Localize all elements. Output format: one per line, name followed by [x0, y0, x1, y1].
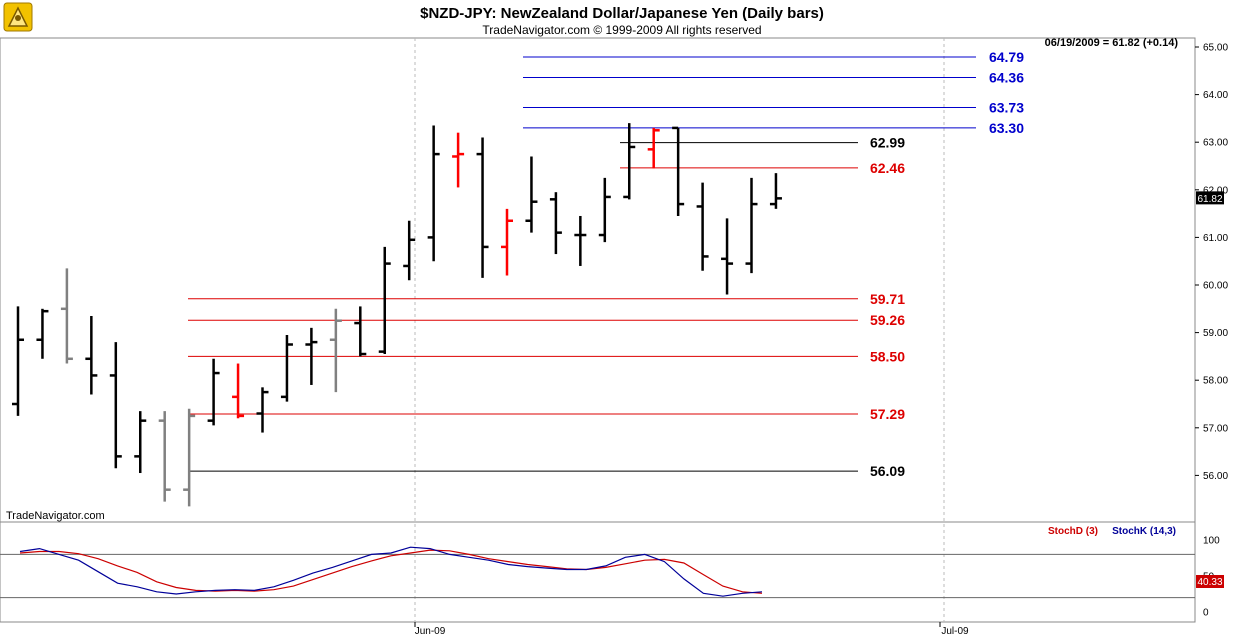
- last-price-badge: [1196, 191, 1224, 205]
- price-tick-label: 57.00: [1203, 423, 1228, 434]
- price-tick-label: 65.00: [1203, 43, 1228, 54]
- watermark: TradeNavigator.com: [6, 510, 105, 522]
- stoch-last-badge: [1196, 575, 1224, 588]
- last-price-label: 61.82: [1197, 194, 1222, 205]
- stoch-series-line: [19, 549, 763, 594]
- price-tick-label: 63.00: [1203, 138, 1228, 149]
- chart-copyright: TradeNavigator.com © 1999-2009 All right…: [482, 23, 761, 37]
- price-tick-label: 60.00: [1203, 281, 1228, 292]
- level-label: 63.73: [989, 99, 1024, 115]
- level-label: 58.50: [870, 348, 905, 364]
- stoch-tick-label: 0: [1203, 608, 1209, 619]
- level-label: 62.99: [870, 135, 905, 151]
- stoch-tick-label: 100: [1203, 536, 1220, 547]
- level-label: 57.29: [870, 406, 905, 422]
- price-tick-label: 59.00: [1203, 328, 1228, 339]
- level-label: 64.79: [989, 49, 1024, 65]
- stoch-last-label: 40.33: [1197, 577, 1222, 588]
- price-tick-label: 56.00: [1203, 471, 1228, 482]
- quote-readout: 06/19/2009 = 61.82 (+0.14): [1045, 37, 1179, 49]
- chart-title: $NZD-JPY: NewZealand Dollar/Japanese Yen…: [420, 5, 824, 22]
- stochastic-panel: [0, 521, 1196, 623]
- tradenavigator-logo-icon: [3, 2, 33, 32]
- price-tick-label: 58.00: [1203, 376, 1228, 387]
- level-label: 56.09: [870, 463, 905, 479]
- stoch-series-line: [19, 546, 763, 597]
- level-label: 64.36: [989, 69, 1024, 85]
- x-tick-label: Jun-09: [415, 626, 446, 637]
- legend-stoch-k: StochK (14,3): [1112, 526, 1176, 537]
- level-label: 59.71: [870, 291, 905, 307]
- x-tick-label: Jul-09: [941, 626, 969, 637]
- legend-stoch-d: StochD (3): [1048, 526, 1098, 537]
- level-label: 62.46: [870, 160, 905, 176]
- price-tick-label: 64.00: [1203, 90, 1228, 101]
- level-label: 59.26: [870, 312, 905, 328]
- price-tick-label: 62.00: [1203, 185, 1228, 196]
- price-tick-label: 61.00: [1203, 233, 1228, 244]
- level-label: 63.30: [989, 120, 1024, 136]
